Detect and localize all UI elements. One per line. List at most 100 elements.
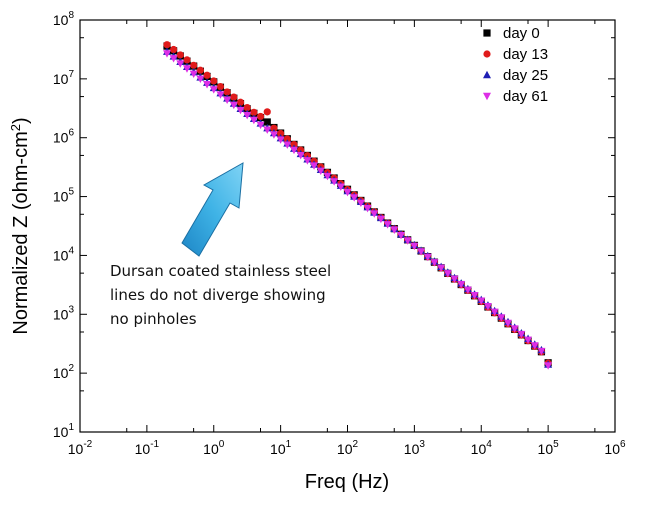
legend-label: day 13 (503, 46, 548, 63)
data-point (163, 41, 171, 49)
x-tick-labels: 10-2 10-1 100 101 102 103 104 105 106 (68, 439, 626, 457)
data-point (256, 121, 265, 130)
x-tick-label-base: 10 (135, 441, 151, 457)
y-tick-label-exp: 6 (68, 128, 74, 139)
x-tick-label: 10-1 (135, 439, 160, 457)
legend-marker-triangle-down (483, 92, 491, 101)
data-point (170, 45, 178, 54)
y-tick-label: 104 (53, 245, 75, 263)
data-point (276, 136, 285, 144)
y-tick-label: 106 (53, 128, 75, 146)
data-point (376, 215, 385, 224)
y-tick-label-exp: 4 (68, 245, 74, 256)
x-axis-title: Freq (Hz) (305, 471, 389, 493)
data-point (256, 112, 265, 121)
data-point (363, 204, 372, 213)
data-point (423, 253, 432, 262)
annotation-line-1: Dursan coated stainless steel (110, 262, 331, 280)
data-point (209, 86, 218, 94)
x-tick-label: 106 (604, 439, 626, 457)
data-point (169, 55, 178, 63)
y-tick-label: 103 (53, 304, 75, 322)
y-axis-title: Normalized Z (ohm-cm2) (8, 117, 32, 334)
series-day-61 (163, 50, 553, 370)
data-point (397, 231, 406, 240)
x-tick-label-base: 10 (471, 441, 487, 457)
y-tick-label-exp: 1 (68, 422, 74, 433)
x-tick-label: 105 (538, 439, 560, 457)
data-point (176, 51, 184, 59)
x-tick-label-exp: -1 (150, 439, 159, 450)
y-tick-label-base: 10 (53, 12, 69, 28)
y-tick-label-base: 10 (53, 71, 69, 87)
data-point (203, 81, 212, 89)
data-point (290, 146, 299, 155)
data-point (343, 188, 352, 197)
data-point (230, 93, 238, 101)
data-point (490, 308, 499, 317)
data-point (249, 116, 258, 125)
legend: day 0 day 13 day 25 day 61 (483, 25, 548, 105)
y-axis-title-main: Normalized Z (ohm-cm (10, 131, 32, 334)
data-point (223, 88, 231, 96)
data-points (163, 41, 553, 370)
data-point (457, 281, 466, 289)
data-point (350, 194, 359, 202)
data-point (183, 56, 191, 64)
y-tick-label-exp: 5 (68, 187, 74, 198)
y-tick-label-exp: 3 (68, 304, 74, 315)
y-tick-label-exp: 2 (68, 363, 74, 374)
annotation-line-3: no pinholes (110, 310, 197, 328)
data-point (203, 71, 211, 79)
data-point (323, 172, 332, 181)
x-tick-label-base: 10 (404, 441, 420, 457)
x-tick-label-base: 10 (203, 441, 219, 457)
y-tick-label-base: 10 (53, 130, 69, 146)
data-point (510, 325, 519, 333)
data-point (524, 336, 533, 344)
data-point (216, 82, 225, 91)
data-point (330, 178, 339, 186)
data-point (243, 111, 252, 120)
x-tick-label-base: 10 (270, 441, 286, 457)
legend-marker-circle (483, 50, 491, 58)
y-tick-label: 108 (53, 10, 75, 28)
data-point (189, 70, 198, 78)
data-point (250, 108, 258, 116)
annotation-line-2: lines do not diverge showing (110, 286, 326, 304)
data-point (263, 118, 271, 126)
data-point (443, 270, 452, 278)
data-point (196, 75, 205, 84)
data-point (383, 221, 392, 229)
y-tick-label: 102 (53, 363, 75, 381)
data-point (283, 141, 292, 149)
data-point (544, 362, 553, 370)
axis-ticks (79, 19, 616, 433)
x-tick-label: 10-2 (68, 439, 93, 457)
data-point (463, 286, 472, 294)
data-point (477, 297, 486, 305)
annotation-arrow (181, 162, 244, 257)
y-axis-title-sup: 2 (8, 124, 23, 131)
data-point (504, 319, 513, 328)
data-point (403, 237, 412, 245)
x-tick-label: 101 (270, 439, 292, 457)
y-tick-label-exp: 7 (68, 69, 74, 80)
data-point (483, 303, 492, 311)
data-point (176, 60, 185, 68)
y-tick-label-base: 10 (53, 247, 69, 263)
legend-label: day 0 (503, 25, 540, 42)
y-tick-label: 107 (53, 69, 75, 87)
data-point (336, 183, 345, 191)
data-point (356, 199, 365, 208)
x-tick-label: 102 (337, 439, 359, 457)
x-tick-label-exp: 3 (419, 439, 425, 450)
y-axis-title-close: ) (10, 117, 32, 124)
data-point (210, 77, 218, 85)
x-tick-label-exp: 6 (620, 439, 626, 450)
data-point (470, 291, 479, 300)
legend-label: day 25 (503, 67, 548, 84)
y-tick-label-base: 10 (53, 189, 69, 205)
data-point (430, 259, 439, 267)
